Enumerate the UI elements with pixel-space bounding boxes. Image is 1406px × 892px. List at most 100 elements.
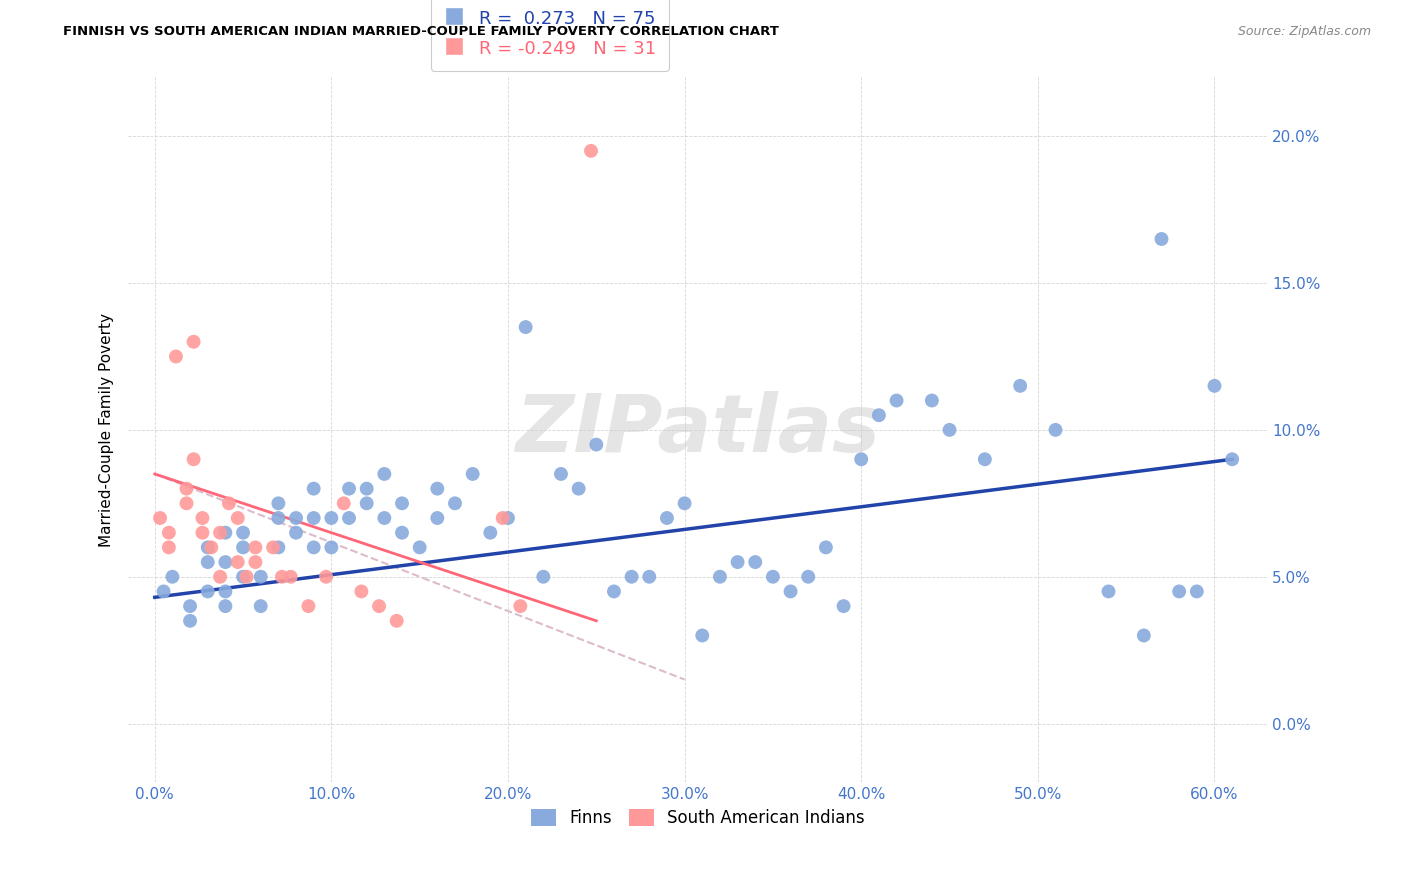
Point [214, 599, 236, 614]
Point [315, 570, 337, 584]
Point [709, 570, 731, 584]
Point [285, 525, 308, 540]
Point [690, 628, 713, 642]
Point [1168, 584, 1191, 599]
Point [267, 496, 290, 510]
Point [183, 334, 205, 349]
Point [179, 599, 201, 614]
Point [655, 511, 678, 525]
Point [368, 599, 391, 614]
Point [744, 555, 766, 569]
Point [797, 570, 820, 584]
Point [479, 525, 502, 540]
Point [762, 570, 785, 584]
Point [271, 570, 294, 584]
Point [356, 482, 378, 496]
Point [176, 482, 198, 496]
Point [302, 541, 325, 555]
Point [350, 584, 373, 599]
Point [886, 393, 908, 408]
Point [321, 541, 343, 555]
Point [620, 570, 643, 584]
Point [373, 511, 395, 525]
Point [391, 496, 413, 510]
Point [165, 350, 187, 364]
Y-axis label: Married-Couple Family Poverty: Married-Couple Family Poverty [100, 313, 114, 547]
Point [585, 437, 607, 451]
Point [638, 570, 661, 584]
Point [214, 525, 236, 540]
Point [1204, 379, 1226, 393]
Point [1097, 584, 1119, 599]
Point [297, 599, 319, 614]
Point [1133, 628, 1156, 642]
Point [149, 511, 172, 525]
Text: ZIPatlas: ZIPatlas [516, 391, 880, 469]
Point [727, 555, 749, 569]
Point [1045, 423, 1067, 437]
Point [232, 541, 254, 555]
Point [515, 320, 537, 334]
Point [200, 541, 222, 555]
Point [302, 511, 325, 525]
Point [162, 570, 184, 584]
Point [214, 584, 236, 599]
Point [214, 555, 236, 569]
Point [509, 599, 531, 614]
Point [337, 482, 360, 496]
Point [302, 482, 325, 496]
Point [426, 482, 449, 496]
Point [280, 570, 302, 584]
Point [426, 511, 449, 525]
Point [267, 511, 290, 525]
Point [531, 570, 554, 584]
Point [285, 511, 308, 525]
Point [191, 511, 214, 525]
Point [492, 511, 515, 525]
Point [226, 555, 249, 569]
Point [579, 144, 602, 158]
Point [568, 482, 591, 496]
Point [218, 496, 240, 510]
Point [226, 511, 249, 525]
Point [332, 496, 354, 510]
Point [232, 525, 254, 540]
Point [197, 555, 219, 569]
Point [179, 614, 201, 628]
Point [157, 541, 180, 555]
Point [444, 496, 467, 510]
Point [973, 452, 995, 467]
Point [176, 496, 198, 510]
Point [197, 541, 219, 555]
Point [197, 584, 219, 599]
Point [385, 614, 408, 628]
Point [356, 496, 378, 510]
Point [245, 555, 267, 569]
Point [603, 584, 626, 599]
Point [249, 570, 271, 584]
Point [938, 423, 960, 437]
Point [157, 525, 180, 540]
Point [191, 525, 214, 540]
Point [868, 408, 890, 422]
Point [1150, 232, 1173, 246]
Point [779, 584, 801, 599]
Point [1220, 452, 1243, 467]
Text: Source: ZipAtlas.com: Source: ZipAtlas.com [1237, 25, 1371, 38]
Point [550, 467, 572, 481]
Point [1010, 379, 1032, 393]
Point [235, 570, 257, 584]
Point [337, 511, 360, 525]
Point [673, 496, 696, 510]
Point [832, 599, 855, 614]
Point [249, 599, 271, 614]
Point [921, 393, 943, 408]
Point [391, 525, 413, 540]
Point [851, 452, 873, 467]
Point [209, 570, 232, 584]
Point [245, 541, 267, 555]
Point [262, 541, 284, 555]
Point [152, 584, 174, 599]
Point [461, 467, 484, 481]
Point [408, 541, 430, 555]
